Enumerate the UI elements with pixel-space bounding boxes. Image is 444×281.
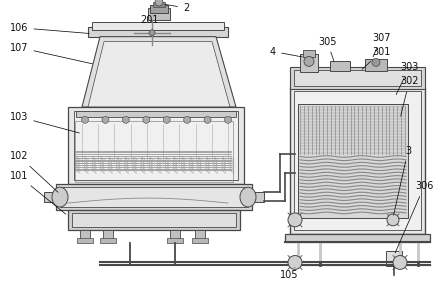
Text: 201: 201 [140, 15, 159, 25]
Bar [72, 213, 236, 227]
Bar [290, 67, 425, 89]
Bar [74, 111, 238, 180]
Bar [300, 55, 318, 72]
Bar [60, 187, 248, 207]
Bar [303, 49, 315, 57]
Bar [285, 234, 430, 242]
Text: 4: 4 [270, 46, 302, 57]
Circle shape [82, 116, 88, 123]
Bar [68, 107, 244, 184]
Bar [88, 27, 228, 37]
Circle shape [393, 255, 407, 269]
Text: 105: 105 [280, 268, 298, 280]
Ellipse shape [52, 187, 68, 207]
Polygon shape [82, 37, 236, 107]
Text: 101: 101 [10, 171, 66, 214]
Text: 106: 106 [10, 23, 89, 33]
Text: 2: 2 [165, 3, 189, 13]
Bar [75, 121, 233, 182]
Text: 3: 3 [394, 146, 411, 215]
Text: 301: 301 [362, 46, 390, 69]
Circle shape [184, 116, 190, 123]
Bar [68, 210, 240, 230]
Bar [365, 59, 387, 71]
Circle shape [143, 116, 150, 123]
Bar [148, 8, 170, 20]
Circle shape [372, 58, 380, 66]
Circle shape [304, 56, 314, 66]
Text: 307: 307 [372, 33, 391, 57]
Bar [298, 104, 408, 218]
Bar [167, 238, 183, 243]
Polygon shape [88, 42, 230, 107]
Circle shape [387, 214, 399, 226]
Circle shape [225, 116, 231, 123]
Text: 306: 306 [395, 181, 433, 253]
Bar [80, 230, 90, 240]
Bar [294, 91, 421, 230]
Bar [248, 192, 264, 202]
Bar [170, 230, 180, 240]
Bar [150, 5, 168, 13]
Text: 103: 103 [10, 112, 79, 133]
Circle shape [149, 30, 155, 36]
Bar [77, 238, 93, 243]
Bar [56, 184, 252, 210]
Bar [330, 62, 350, 71]
Bar [386, 251, 402, 266]
Text: 107: 107 [10, 42, 92, 64]
Circle shape [123, 116, 129, 123]
Text: 302: 302 [400, 76, 419, 116]
Text: 102: 102 [10, 151, 58, 192]
Bar [290, 87, 425, 234]
Bar [192, 238, 208, 243]
Circle shape [204, 116, 211, 123]
Circle shape [163, 116, 170, 123]
Bar [294, 70, 421, 86]
Bar [153, 2, 165, 7]
Ellipse shape [240, 187, 256, 207]
Circle shape [155, 0, 163, 6]
Bar [76, 111, 236, 117]
Bar [103, 230, 113, 240]
Bar [195, 230, 205, 240]
Circle shape [288, 255, 302, 269]
Circle shape [288, 213, 302, 227]
Bar [100, 238, 116, 243]
Bar [44, 192, 60, 202]
Text: 305: 305 [318, 37, 337, 62]
Bar [92, 22, 224, 30]
Text: 303: 303 [396, 62, 418, 94]
Circle shape [102, 116, 109, 123]
